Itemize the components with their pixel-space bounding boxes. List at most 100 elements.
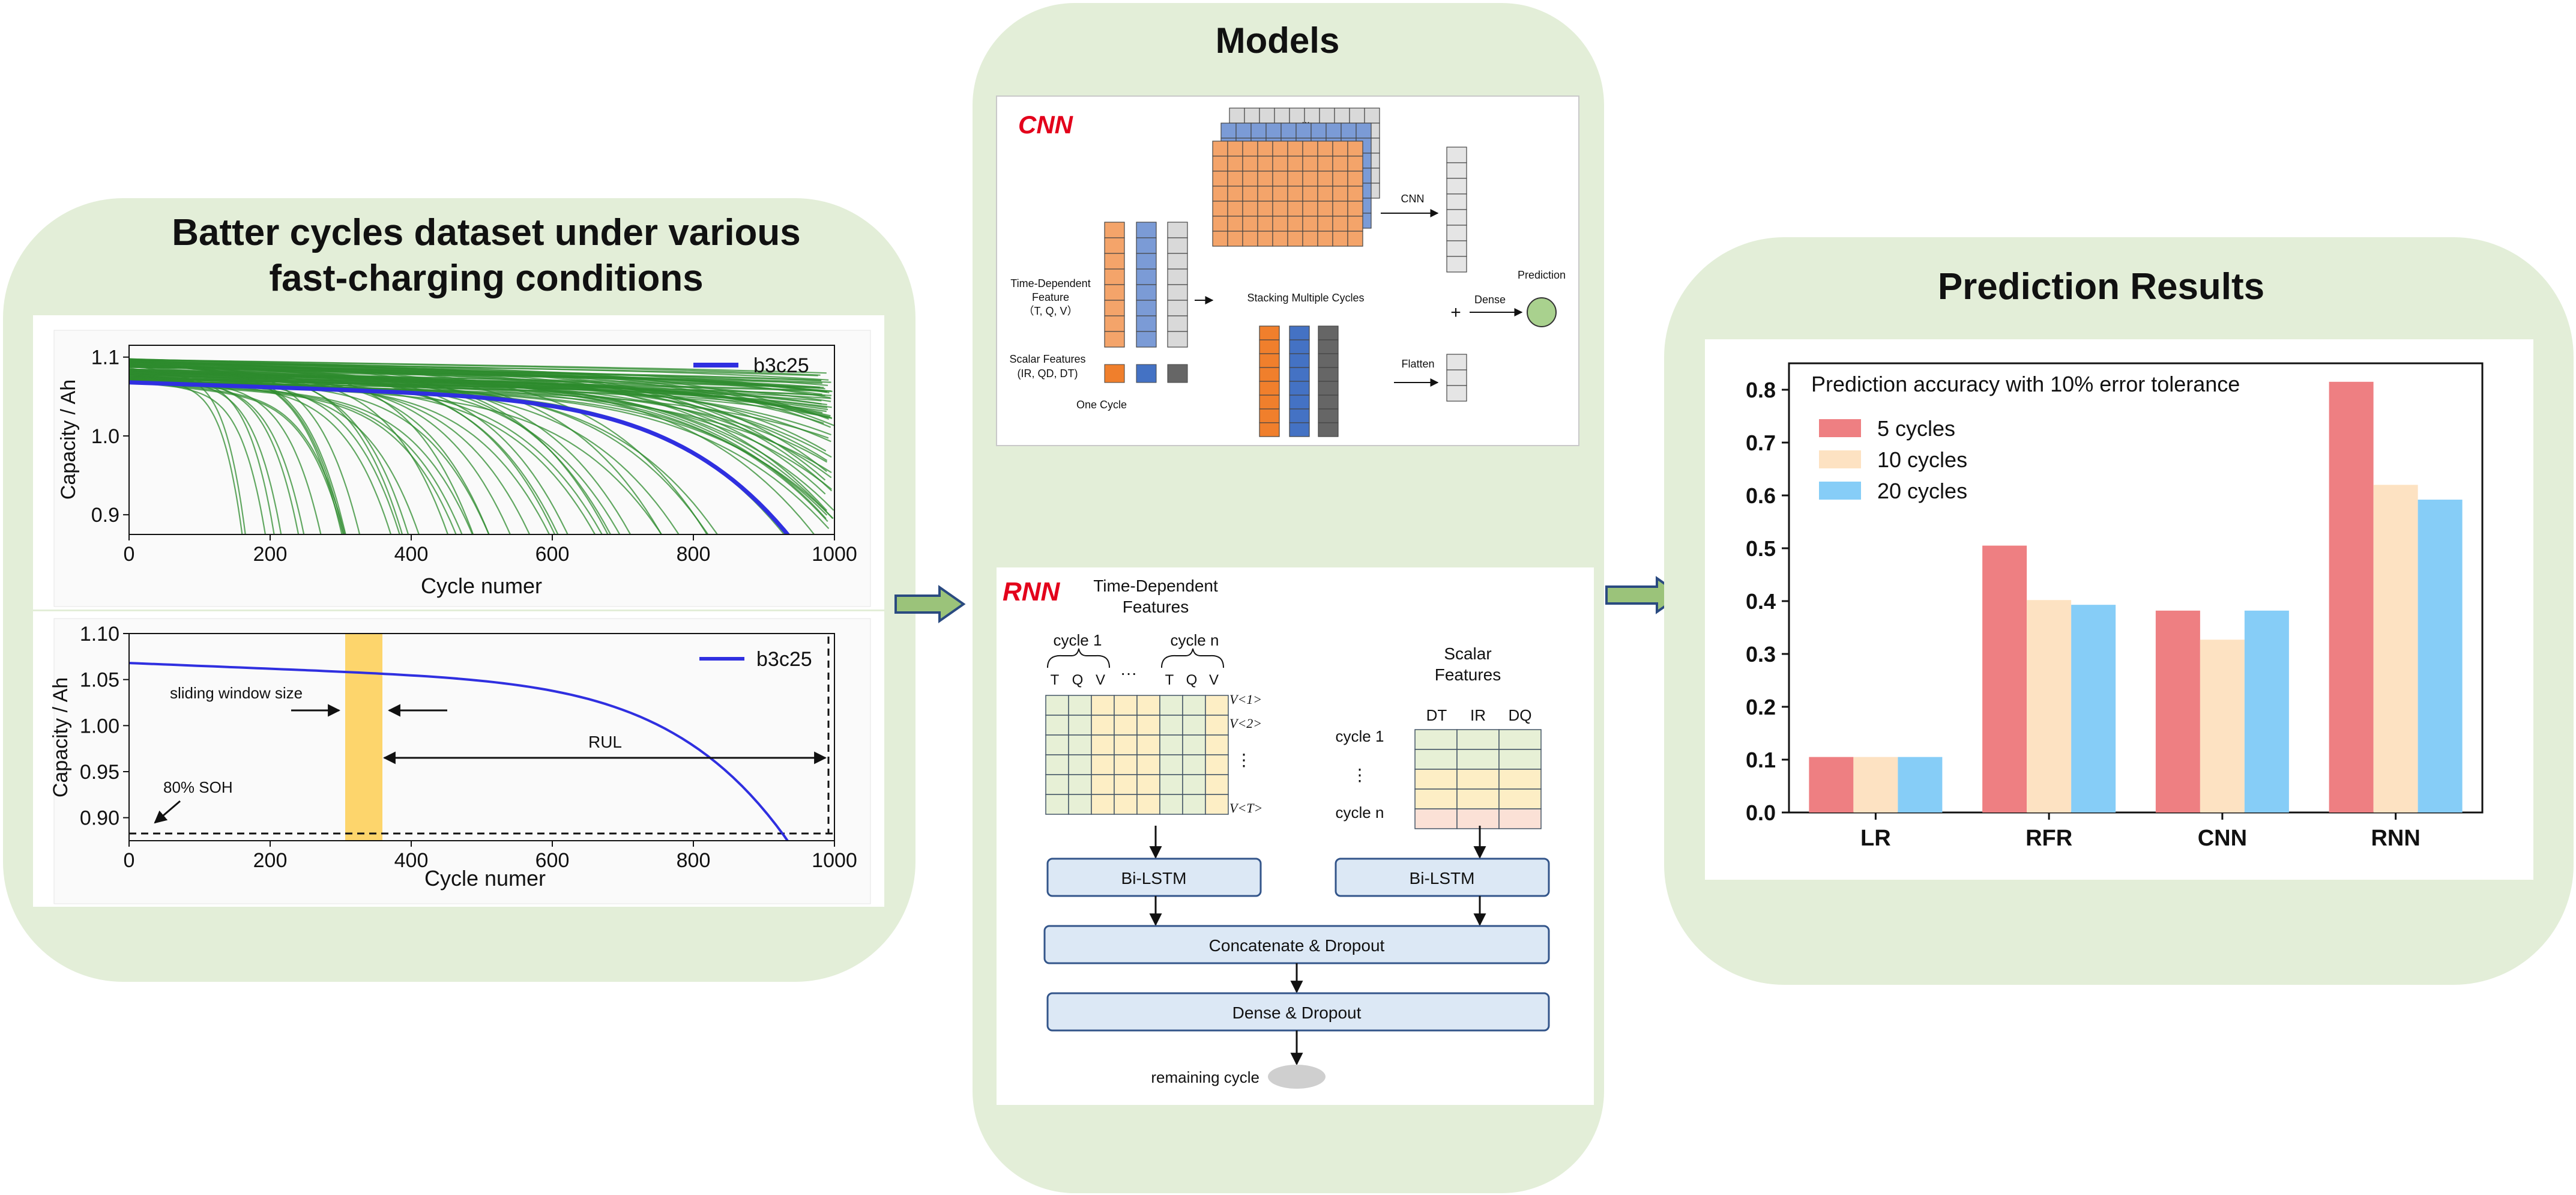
b3c25-curve xyxy=(129,380,791,534)
cnn-stack-cell-orange xyxy=(1317,231,1333,247)
cnn-stacked-cell-blue xyxy=(1289,408,1310,423)
dataset-title-line1: Batter cycles dataset under various xyxy=(172,212,801,253)
bottom-chart-frame xyxy=(128,633,835,841)
cnn-stacked-cell-gray xyxy=(1318,353,1339,368)
rnn-brace-cycle1 xyxy=(1047,648,1110,668)
cnn-flatten-cell xyxy=(1446,385,1467,402)
rnn-title: RNN xyxy=(1003,577,1061,607)
cnn-stack-cell-gray xyxy=(1274,107,1290,124)
bar-cnn-10-cycles xyxy=(2200,640,2245,812)
bar-chart-ytick-label: 0.6 xyxy=(1746,483,1776,508)
cnn-stacked-cell-gray xyxy=(1318,367,1339,382)
rnn-ellipsis: ··· xyxy=(1120,664,1137,682)
cnn-stack-cell-orange xyxy=(1332,231,1348,247)
concat-label: Concatenate & Dropout xyxy=(1209,936,1385,955)
top-chart-xlabel: Cycle numer xyxy=(421,573,542,598)
cnn-scalar-feature-2: (IR, QD, DT) xyxy=(1018,368,1078,380)
cnn-stack-cell-orange xyxy=(1257,231,1273,247)
cnn-stack-cell-orange xyxy=(1287,201,1303,217)
rnn-time-cell xyxy=(1159,715,1183,736)
rnn-v1-label: V<1> xyxy=(1229,692,1262,707)
cnn-cycle-cell-blue xyxy=(1136,284,1157,301)
rnn-scalar-cell xyxy=(1498,729,1542,750)
top-chart-xtick-label: 1000 xyxy=(812,543,857,566)
cnn-stack-cell-orange xyxy=(1212,231,1228,247)
rnn-time-cell xyxy=(1182,715,1206,736)
cnn-stack-cell-orange xyxy=(1302,141,1318,157)
bar-legend-label: 10 cycles xyxy=(1877,447,1967,472)
bottom-chart-xtick-label: 800 xyxy=(677,849,711,872)
cnn-stacked-cell-gray xyxy=(1318,395,1339,410)
bar-chart-xtick-label: LR xyxy=(1860,826,1891,851)
cnn-stack-cell-orange xyxy=(1212,216,1228,232)
rnn-time-cell xyxy=(1136,774,1160,795)
cell-capacity-curve xyxy=(129,381,344,534)
cnn-stack-cell-orange xyxy=(1272,201,1288,217)
bar-rfr-5-cycles xyxy=(1982,545,2027,812)
cnn-cycle-cell-orange xyxy=(1104,300,1125,316)
cnn-cycle-cell-gray xyxy=(1167,222,1188,238)
rnn-time-cell xyxy=(1136,734,1160,755)
rnn-tqv-1-q: Q xyxy=(1072,672,1084,688)
cnn-stacked-cell-orange xyxy=(1259,367,1280,382)
cnn-stacked-cell-gray xyxy=(1318,381,1339,396)
rnn-scalar-cell xyxy=(1498,788,1542,809)
cnn-cycle-cell-blue xyxy=(1136,222,1157,238)
accuracy-bar-chart: 0.0 0.1 0.2 0.3 0.4 0.5 0.6 0.7 0.8 LR RFR CNN RNN Pr… xyxy=(1746,362,2484,851)
cell-capacity-curve xyxy=(129,377,832,396)
cnn-stack-cell-blue xyxy=(1250,123,1267,139)
cnn-stack-cell-orange xyxy=(1227,231,1243,247)
cnn-stack-cell-blue xyxy=(1311,123,1327,139)
cnn-stack-cell-orange xyxy=(1257,141,1273,157)
cnn-plus: + xyxy=(1450,303,1461,322)
bar-rnn-10-cycles xyxy=(2373,485,2418,812)
bar-chart-xtick-label: RFR xyxy=(2026,826,2072,851)
cnn-cycle-cell-blue xyxy=(1136,315,1157,332)
cnn-stack-cell-orange xyxy=(1317,216,1333,232)
cnn-output-cell xyxy=(1446,225,1467,241)
cnn-output-cell xyxy=(1446,193,1467,210)
models-title: Models xyxy=(1216,20,1340,61)
remaining-cycle-label: remaining cycle xyxy=(1151,1068,1259,1086)
cnn-output-cell xyxy=(1446,147,1467,163)
cnn-cycle-cell-gray xyxy=(1167,300,1188,316)
rnn-time-cell xyxy=(1114,754,1138,775)
bottom-capacity-chart: 0 200 400 600 800 1000 0.90 0.95 1.00 1.05 1.10 Ca… xyxy=(33,611,884,907)
cnn-stacked-cell-gray xyxy=(1318,408,1339,423)
cnn-cycle-cell-orange xyxy=(1104,331,1125,348)
bilstm-left-box xyxy=(1046,858,1262,897)
cnn-scalar-cell-gray xyxy=(1167,364,1188,383)
rnn-time-cell xyxy=(1091,734,1115,755)
cnn-stack-cell-orange xyxy=(1227,201,1243,217)
rnn-scalar-cell xyxy=(1414,788,1458,809)
cnn-stack-cell-orange xyxy=(1242,156,1258,172)
cnn-stack-cell-orange xyxy=(1212,141,1228,157)
rnn-time-cell xyxy=(1045,715,1069,736)
rnn-time-cell xyxy=(1159,695,1183,716)
bar-lr-10-cycles xyxy=(1853,757,1898,812)
rnn-scalar-cell xyxy=(1414,749,1458,770)
cnn-time-feature-3: （T, Q, V） xyxy=(1023,305,1078,317)
results-title: Prediction Results xyxy=(1938,266,2264,307)
rnn-time-cell xyxy=(1205,794,1229,815)
rnn-time-cell xyxy=(1068,734,1092,755)
cnn-stacked-cell-blue xyxy=(1289,353,1310,368)
cell-capacity-curve xyxy=(129,364,559,534)
rnn-time-cell xyxy=(1114,715,1138,736)
dense-box xyxy=(1046,992,1550,1032)
cnn-prediction-label: Prediction xyxy=(1518,269,1566,281)
rnn-time-cell xyxy=(1068,715,1092,736)
top-chart-ytick-label: 1.0 xyxy=(91,425,119,448)
cnn-stack-cell-orange xyxy=(1272,186,1288,202)
cell-capacity-curve xyxy=(129,358,827,473)
cnn-stack-cell-orange xyxy=(1332,171,1348,187)
rnn-tqv-n-v: V xyxy=(1209,672,1219,688)
cnn-stack-cell-orange xyxy=(1242,201,1258,217)
cnn-stack-dots: ... xyxy=(1302,115,1309,126)
cnn-stacked-cell-orange xyxy=(1259,339,1280,354)
top-capacity-chart: 0 200 400 600 800 1000 0.9 1.0 1.1 Capacity / Ah… xyxy=(33,315,884,610)
bar-chart-ytick-label: 0.3 xyxy=(1746,642,1776,667)
cnn-stacked-cell-orange xyxy=(1259,395,1280,410)
cnn-cycle-cell-gray xyxy=(1167,331,1188,348)
